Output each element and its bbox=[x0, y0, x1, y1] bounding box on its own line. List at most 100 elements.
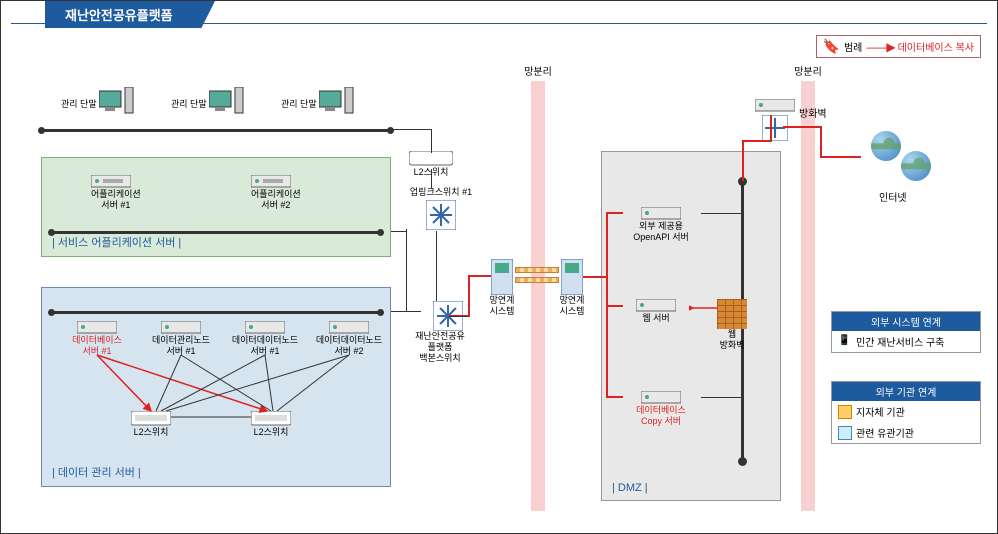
data-node-2-label: 데이터데이터노드 서버 #1 bbox=[225, 335, 305, 357]
divider-left: 망분리 bbox=[531, 81, 545, 511]
firewall-icon bbox=[717, 299, 747, 329]
conn-term-l2 bbox=[391, 129, 431, 130]
relay-right-label: 망연계 시스템 bbox=[552, 295, 592, 317]
legend-text: 데이터베이스 복사 bbox=[898, 39, 974, 54]
data-l2-switch-1: L2스위치 bbox=[131, 411, 171, 438]
data-l2-1-label: L2스위치 bbox=[131, 427, 171, 438]
relay-striped-1 bbox=[515, 267, 559, 273]
ext-system-item-0: 민간 재난서비스 구축 bbox=[856, 334, 944, 349]
db-copy-label: 데이터베이스 Copy 서버 bbox=[621, 405, 701, 427]
globe-1 bbox=[871, 131, 901, 161]
server-icon bbox=[251, 175, 291, 189]
legend-label: 범례 bbox=[844, 39, 862, 54]
legend-box: 🔖 범례 ——▶ 데이터베이스 복사 bbox=[816, 35, 981, 58]
openapi-label: 외부 제공용 OpenAPI 서버 bbox=[621, 221, 701, 243]
server-icon bbox=[329, 321, 369, 335]
terminal-3: 관리 단말 bbox=[281, 87, 355, 121]
data-node-3-label: 데이터데이터노드 서버 #2 bbox=[309, 335, 389, 357]
ext-org-row-1: 관련 유관기관 bbox=[832, 422, 980, 443]
uplink-switch-icon bbox=[426, 200, 456, 230]
legend-arrow-icon: ——▶ bbox=[866, 40, 893, 54]
org-icon-1 bbox=[838, 405, 852, 419]
web-server: 웹 서버 bbox=[621, 299, 691, 324]
conn-data-out bbox=[391, 311, 421, 312]
ext-org-item-1: 관련 유관기관 bbox=[856, 425, 914, 440]
uplink-switch: 업링크스위치 #1 bbox=[401, 187, 481, 232]
web-fw-arrow bbox=[689, 301, 719, 315]
ext-org-item-0: 지자체 기관 bbox=[856, 404, 905, 419]
legend-icon: 🔖 bbox=[823, 38, 840, 55]
firewall-top bbox=[755, 99, 795, 141]
ext-system-row-0: 📱 민간 재난서비스 구축 bbox=[832, 331, 980, 352]
server-icon bbox=[91, 175, 131, 189]
web-server-label: 웹 서버 bbox=[621, 313, 691, 324]
app-rail bbox=[51, 231, 381, 234]
firewall-label: 방화벽 bbox=[799, 105, 827, 120]
divider-left-label: 망분리 bbox=[524, 63, 552, 78]
terminal-rail bbox=[41, 129, 391, 132]
pc-icon bbox=[99, 87, 135, 117]
title-underline bbox=[11, 23, 987, 24]
server-icon bbox=[641, 207, 681, 221]
switch-icon bbox=[251, 411, 291, 427]
web-firewall: 웹 방화벽 bbox=[717, 299, 747, 351]
dmz-label: | DMZ | bbox=[612, 482, 648, 494]
conn-openapi-rail bbox=[701, 213, 741, 214]
divider-right: 망분리 bbox=[801, 81, 815, 511]
data-node-2: 데이터데이터노드 서버 #1 bbox=[225, 321, 305, 357]
internet-label: 인터넷 bbox=[879, 189, 907, 204]
app-server-2: 어플리케이션 서버 #2 bbox=[251, 175, 301, 211]
ext-org-row-0: 지자체 기관 bbox=[832, 401, 980, 422]
app-server-2-label: 어플리케이션 서버 #2 bbox=[251, 189, 301, 211]
conn-l2-uplink bbox=[431, 169, 432, 189]
org-icon-2 bbox=[838, 426, 852, 440]
ext-org-panel: 외부 기관 연계 지자체 기관 관련 유관기관 bbox=[831, 381, 981, 444]
relay-right: 망연계 시스템 bbox=[561, 259, 592, 317]
app-zone-label: | 서비스 어플리케이션 서버 | bbox=[52, 234, 181, 250]
server-icon bbox=[641, 391, 681, 405]
data-node-1: 데이터관리노드 서버 #1 bbox=[141, 321, 221, 357]
ext-system-panel: 외부 시스템 연계 📱 민간 재난서비스 구축 bbox=[831, 311, 981, 353]
globe-2 bbox=[901, 151, 931, 181]
app-server-1-label: 어플리케이션 서버 #1 bbox=[91, 189, 141, 211]
dmz-rail-top bbox=[738, 177, 747, 186]
pc-icon bbox=[319, 87, 355, 117]
terminal-1-label: 관리 단말 bbox=[61, 99, 97, 110]
backbone-label: 재난안전공유 플랫폼 백본스위치 bbox=[405, 331, 475, 363]
switch-icon bbox=[131, 411, 171, 427]
server-icon bbox=[755, 99, 795, 113]
terminal-2-label: 관리 단말 bbox=[171, 99, 207, 110]
server-icon bbox=[161, 321, 201, 335]
dmz-zone: | DMZ | bbox=[601, 151, 781, 501]
pc-icon bbox=[209, 87, 245, 117]
conn-dbcopy-rail bbox=[701, 397, 741, 398]
server-icon bbox=[636, 299, 676, 313]
conn-l2-down bbox=[431, 129, 432, 153]
relay-icon bbox=[491, 259, 513, 295]
db-server-1: 데이터베이스 서버 #1 bbox=[57, 321, 137, 357]
conn-uplink-backbone bbox=[436, 231, 437, 301]
divider-right-label: 망분리 bbox=[794, 63, 822, 78]
server-icon bbox=[245, 321, 285, 335]
terminal-3-label: 관리 단말 bbox=[281, 99, 317, 110]
conn-app-down bbox=[406, 229, 407, 311]
dmz-rail-bot bbox=[738, 457, 747, 466]
ext-org-title: 외부 기관 연계 bbox=[832, 382, 980, 401]
terminal-2: 관리 단말 bbox=[171, 87, 245, 121]
data-node-1-label: 데이터관리노드 서버 #1 bbox=[141, 335, 221, 357]
db-server-1-label: 데이터베이스 서버 #1 bbox=[57, 335, 137, 357]
conn-bb-relay-b bbox=[449, 316, 469, 317]
terminal-1: 관리 단말 bbox=[61, 87, 135, 121]
app-server-1: 어플리케이션 서버 #1 bbox=[91, 175, 141, 211]
diagram-frame: 재난안전공유플랫폼 🔖 범례 ——▶ 데이터베이스 복사 관리 단말 관리 단말… bbox=[0, 0, 998, 534]
relay-striped-2 bbox=[515, 277, 559, 283]
ext-system-title: 외부 시스템 연계 bbox=[832, 312, 980, 331]
data-node-3: 데이터데이터노드 서버 #2 bbox=[309, 321, 389, 357]
data-l2-switch-2: L2스위치 bbox=[251, 411, 291, 438]
data-rail bbox=[51, 311, 381, 314]
firewall-node-icon bbox=[762, 115, 788, 141]
relay-icon bbox=[561, 259, 583, 295]
data-zone: | 데이터 관리 서버 | bbox=[41, 287, 391, 487]
conn-app-out bbox=[391, 231, 406, 232]
data-l2-2-label: L2스위치 bbox=[251, 427, 291, 438]
